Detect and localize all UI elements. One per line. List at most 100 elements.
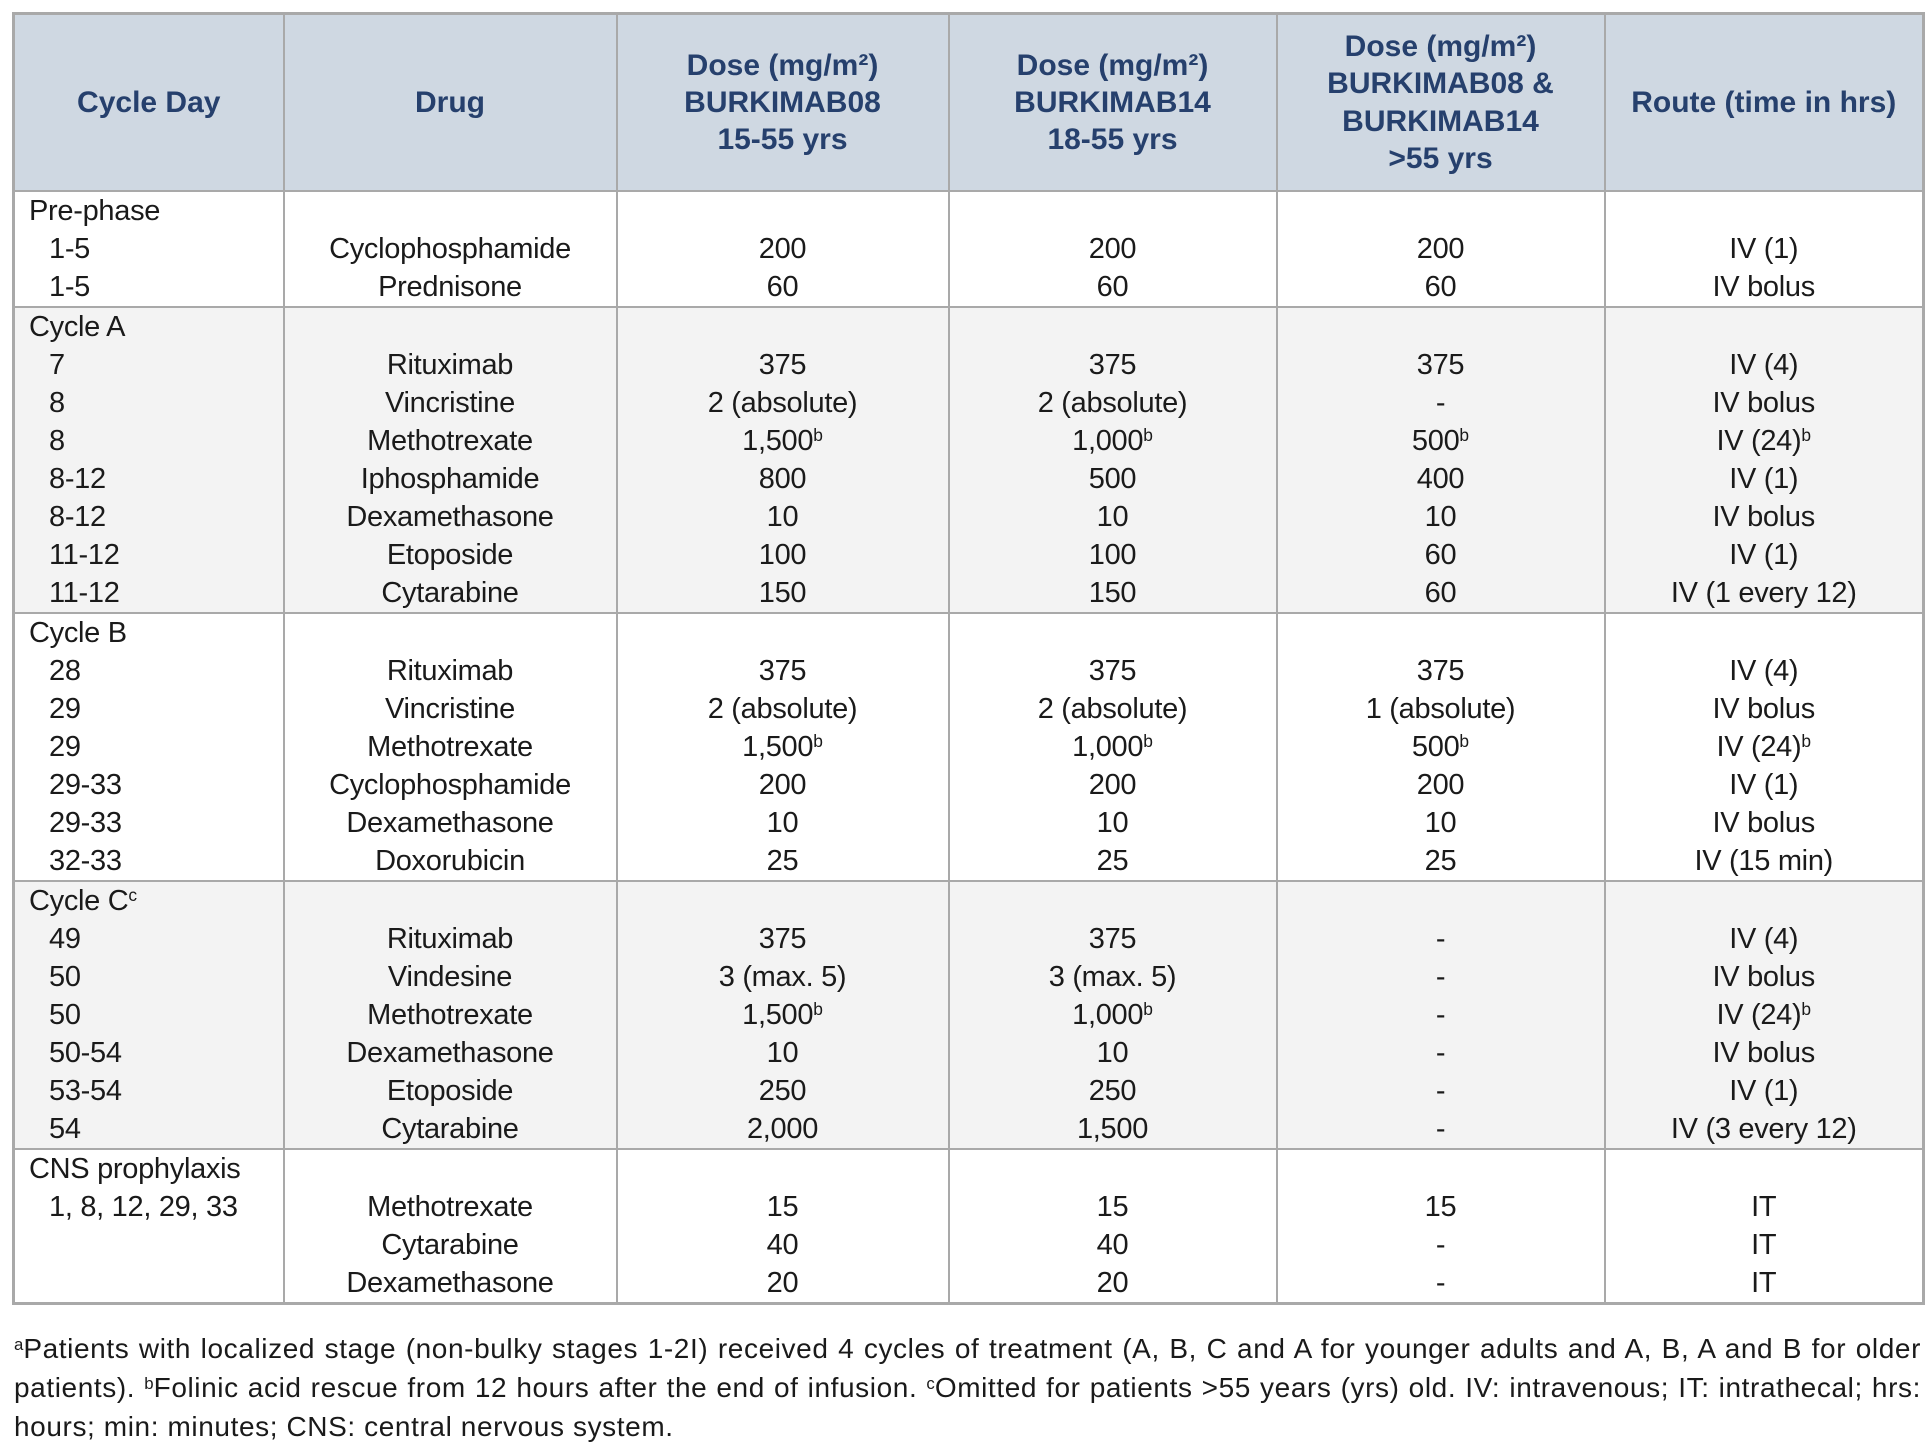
dose-burkimab08-cell: 800 [615, 460, 950, 498]
drug-row: 29 Vincristine 2 (absolute) 2 (absolute) 1 (… [12, 690, 1925, 728]
drug-cell: Cyclophosphamide [282, 766, 618, 804]
drug-cell: Dexamethasone [282, 1264, 618, 1304]
route-cell: IV (24)b [1603, 422, 1925, 460]
empty-cell [1275, 191, 1606, 230]
dose-burkimab14-cell: 10 [947, 498, 1278, 536]
drug-row: 29 Methotrexate 1,500b 1,000b 500b IV (24)b [12, 728, 1925, 766]
empty-cell [615, 881, 950, 920]
dose-older-cell: - [1275, 1034, 1606, 1072]
drug-row: 1-5 Prednisone 60 60 60 IV bolus [12, 268, 1925, 307]
drug-cell: Etoposide [282, 1072, 618, 1110]
cycle-day-cell: 50 [12, 996, 285, 1034]
empty-cell [282, 613, 618, 652]
dose-burkimab14-cell: 1,500 [947, 1110, 1278, 1149]
drug-cell: Doxorubicin [282, 842, 618, 881]
section-label-row: CNS prophylaxis [12, 1149, 1925, 1188]
empty-cell [947, 191, 1278, 230]
drug-row: Cytarabine 40 40- IT [12, 1226, 1925, 1264]
cycle-day-cell: 53-54 [12, 1072, 285, 1110]
dose-older-cell: - [1275, 920, 1606, 958]
cycle-day-cell: 8-12 [12, 498, 285, 536]
empty-cell [615, 191, 950, 230]
drug-row: 1-5 Cyclophosphamide 200 200 200 IV (1) [12, 230, 1925, 268]
dose-older-cell: 1 (absolute) [1275, 690, 1606, 728]
dose-older-cell: 25 [1275, 842, 1606, 881]
column-header-dose-older: Dose (mg/m²) BURKIMAB08 & BURKIMAB14 >55… [1275, 13, 1606, 192]
drug-cell: Dexamethasone [282, 1034, 618, 1072]
cycle-day-cell: 1, 8, 12, 29, 33 [12, 1188, 285, 1226]
dose-older-cell: 60 [1275, 268, 1606, 307]
dose-burkimab14-cell: 10 [947, 1034, 1278, 1072]
dose-burkimab08-cell: 10 [615, 1034, 950, 1072]
dose-burkimab08-cell: 150 [615, 574, 950, 613]
drug-cell: Iphosphamide [282, 460, 618, 498]
empty-cell [1603, 307, 1925, 346]
cycle-day-cell: 8 [12, 422, 285, 460]
dose-burkimab08-cell: 1,500b [615, 996, 950, 1034]
drug-row: 50-54 Dexamethasone 10 10- IV bolus [12, 1034, 1925, 1072]
dose-burkimab08-cell: 250 [615, 1072, 950, 1110]
dose-older-cell: - [1275, 1072, 1606, 1110]
cycle-day-cell: 28 [12, 652, 285, 690]
dose-older-cell: 200 [1275, 766, 1606, 804]
table-section: Pre-phase 1-5 Cyclophosphamide 200 200 200 IV … [12, 191, 1925, 307]
drug-cell: Vindesine [282, 958, 618, 996]
dose-older-cell: 200 [1275, 230, 1606, 268]
cycle-day-cell: 8-12 [12, 460, 285, 498]
column-header-cycle-day: Cycle Day [12, 13, 285, 192]
route-cell: IT [1603, 1226, 1925, 1264]
dose-older-cell: - [1275, 1226, 1606, 1264]
table-section: Cycle B 28 Rituximab 375 375 375 IV (4) 29 Vincr… [12, 613, 1925, 881]
dose-burkimab08-cell: 3 (max. 5) [615, 958, 950, 996]
section-label-row: Cycle B [12, 613, 1925, 652]
drug-row: 29-33 Cyclophosphamide 200 200 200 IV (1) [12, 766, 1925, 804]
dose-burkimab14-cell: 40 [947, 1226, 1278, 1264]
route-cell: IV (4) [1603, 920, 1925, 958]
empty-cell [282, 1149, 618, 1188]
drug-row: Dexamethasone 20 20- IT [12, 1264, 1925, 1304]
dose-burkimab08-cell: 200 [615, 230, 950, 268]
drug-cell: Rituximab [282, 920, 618, 958]
dose-burkimab08-cell: 40 [615, 1226, 950, 1264]
drug-cell: Cytarabine [282, 1226, 618, 1264]
drug-cell: Rituximab [282, 346, 618, 384]
dose-burkimab14-cell: 375 [947, 920, 1278, 958]
route-cell: IV (15 min) [1603, 842, 1925, 881]
drug-row: 53-54 Etoposide 250 250- IV (1) [12, 1072, 1925, 1110]
dose-burkimab08-cell: 15 [615, 1188, 950, 1226]
drug-cell: Vincristine [282, 384, 618, 422]
dose-older-cell: - [1275, 1110, 1606, 1149]
drug-row: 8-12 Iphosphamide 800 500 400 IV (1) [12, 460, 1925, 498]
drug-cell: Prednisone [282, 268, 618, 307]
dose-burkimab14-cell: 100 [947, 536, 1278, 574]
dose-burkimab08-cell: 100 [615, 536, 950, 574]
drug-cell: Methotrexate [282, 728, 618, 766]
route-cell: IV (4) [1603, 346, 1925, 384]
dose-older-cell: - [1275, 1264, 1606, 1304]
drug-row: 29-33 Dexamethasone 10 10 10 IV bolus [12, 804, 1925, 842]
cycle-day-cell: 11-12 [12, 536, 285, 574]
cycle-day-cell: 49 [12, 920, 285, 958]
table-section: Cycle A 7 Rituximab 375 375 375 IV (4) 8 Vincris… [12, 307, 1925, 613]
dose-burkimab14-cell: 2 (absolute) [947, 690, 1278, 728]
dose-older-cell: - [1275, 958, 1606, 996]
column-header-drug: Drug [282, 13, 618, 192]
drug-row: 50 Vindesine 3 (max. 5) 3 (max. 5) - IV bolus [12, 958, 1925, 996]
empty-cell [1275, 881, 1606, 920]
empty-cell [947, 307, 1278, 346]
section-label: CNS prophylaxis [12, 1149, 285, 1188]
dose-older-cell: 375 [1275, 346, 1606, 384]
drug-cell: Methotrexate [282, 1188, 618, 1226]
empty-cell [1603, 1149, 1925, 1188]
cycle-day-cell: 1-5 [12, 230, 285, 268]
treatment-schedule-table: Cycle Day Drug Dose (mg/m²) BURKIMAB08 1… [12, 12, 1925, 1305]
empty-cell [1603, 191, 1925, 230]
dose-burkimab08-cell: 375 [615, 346, 950, 384]
dose-older-cell: 400 [1275, 460, 1606, 498]
dose-burkimab14-cell: 200 [947, 766, 1278, 804]
route-cell: IV bolus [1603, 268, 1925, 307]
drug-cell: Dexamethasone [282, 498, 618, 536]
route-cell: IV (1) [1603, 1072, 1925, 1110]
route-cell: IV (24)b [1603, 996, 1925, 1034]
